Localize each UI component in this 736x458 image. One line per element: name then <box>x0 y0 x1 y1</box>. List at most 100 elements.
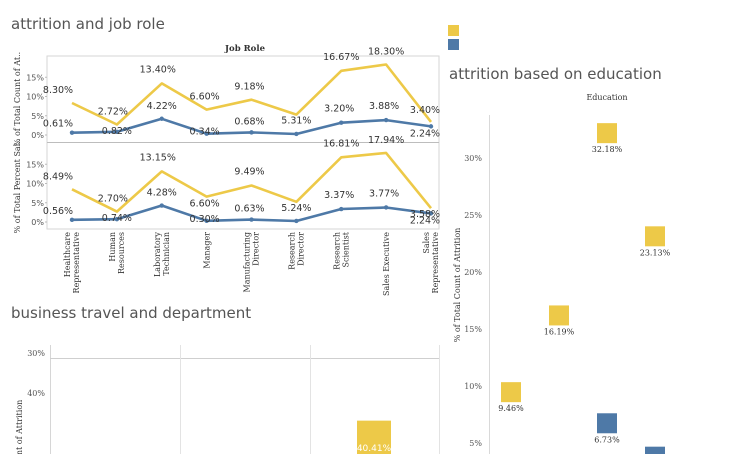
job-role-panel-1-y-title: % of Total Count of At.. <box>13 52 22 146</box>
job-role-data-label: 4.22% <box>147 101 177 112</box>
education-sheet-title: attrition based on education <box>449 65 662 83</box>
travel-bar[interactable] <box>357 420 391 458</box>
job-role-y-tick: 15% <box>26 160 44 169</box>
job-role-data-label: 13.15% <box>140 152 176 163</box>
job-role-sheet-title: attrition and job role <box>11 15 165 33</box>
job-role-point[interactable] <box>69 130 75 135</box>
job-role-point[interactable] <box>339 206 344 212</box>
job-role-point[interactable] <box>428 124 434 129</box>
job-role-data-label: 3.58% <box>410 209 440 220</box>
job-role-data-label: 16.67% <box>323 52 359 63</box>
travel-department-sheet: business travel and department unt of At… <box>11 304 440 458</box>
job-role-point[interactable] <box>294 131 299 137</box>
job-role-data-label: 2.24% <box>410 128 440 139</box>
job-role-data-label: 6.60% <box>190 92 220 103</box>
job-role-data-label: 3.77% <box>369 188 399 199</box>
job-role-category-axis: HealthcareRepresentative HumanResources La… <box>63 231 440 296</box>
travel-bars: 40.41% <box>357 420 392 458</box>
job-role-data-label: 0.63% <box>234 204 264 215</box>
job-role-data-label: 9.49% <box>234 166 264 177</box>
education-data-label: 9.46% <box>498 404 524 413</box>
job-role-sheet: attrition and job role Job Role % of Tot… <box>11 15 440 296</box>
job-role-point[interactable] <box>249 130 254 135</box>
job-role-panels: % of Total Count of At.. 0% 5% 10% 15% 8.30% 2… <box>13 47 440 234</box>
job-role-data-label: 0.68% <box>234 116 264 127</box>
education-y-axis-title: % of Total Count of Attrition <box>453 228 462 343</box>
job-role-point[interactable] <box>204 218 209 224</box>
education-sheet: attrition based on education Education %… <box>449 65 671 458</box>
job-role-point[interactable] <box>159 203 164 208</box>
job-role-point[interactable] <box>294 218 299 224</box>
job-role-data-label: 5.31% <box>281 116 311 127</box>
job-role-data-label: 18.30% <box>368 47 404 58</box>
job-role-data-label: 9.18% <box>234 82 264 93</box>
job-role-data-label: 16.81% <box>323 138 359 149</box>
job-role-series-line[interactable] <box>71 151 433 213</box>
job-role-y-tick: 0% <box>31 131 44 140</box>
education-y-tick: 15% <box>464 325 482 334</box>
job-role-data-label: 0.74% <box>102 213 132 224</box>
job-role-data-label: 2.24% <box>410 215 440 226</box>
job-role-data-label: 3.37% <box>324 190 354 201</box>
education-data-label: 32.18% <box>592 145 623 154</box>
job-role-data-label: 3.40% <box>410 105 440 116</box>
job-role-y-tick: 10% <box>26 93 44 102</box>
job-role-y-tick: 10% <box>26 180 44 189</box>
color-legend <box>448 25 459 50</box>
education-y-tick: 25% <box>464 211 482 220</box>
education-mark[interactable] <box>645 446 665 458</box>
job-role-data-label: 0.82% <box>102 126 132 137</box>
job-role-point[interactable] <box>428 211 434 216</box>
legend-swatch-yes[interactable] <box>448 25 459 36</box>
job-role-data-label: 4.28% <box>147 188 177 199</box>
job-role-category-label: Sales Executive <box>382 232 391 296</box>
travel-department-sheet-title: business travel and department <box>11 304 251 322</box>
travel-y-tick: 30% <box>27 349 45 358</box>
education-y-tick: 5% <box>469 439 482 448</box>
job-role-category-label: ResearchScientist <box>332 231 350 270</box>
job-role-point[interactable] <box>114 216 120 222</box>
education-y-tick: 30% <box>464 154 482 163</box>
job-role-category-label: HealthcareRepresentative <box>63 232 81 294</box>
education-y-ticks: 5% 10% 15% 20% 25% 30% <box>464 154 482 448</box>
job-role-y-tick: 0% <box>31 218 44 227</box>
job-role-data-label: 3.20% <box>324 104 354 115</box>
job-role-data-label: 0.56% <box>43 206 73 217</box>
job-role-point[interactable] <box>339 120 344 125</box>
job-role-point[interactable] <box>159 116 164 121</box>
job-role-data-label: 2.72% <box>98 107 128 118</box>
job-role-point[interactable] <box>383 205 389 210</box>
education-y-tick: 20% <box>464 268 482 277</box>
job-role-data-label: 6.60% <box>190 199 220 210</box>
job-role-data-label: 8.49% <box>43 171 73 182</box>
job-role-category-label: ResearchDirector <box>287 232 305 270</box>
legend-swatch-no[interactable] <box>448 39 459 50</box>
travel-bar-label: 40.41% <box>357 444 392 454</box>
job-role-category-label: ManufacturingDirector <box>243 232 261 293</box>
job-role-point[interactable] <box>249 217 254 222</box>
job-role-category-label: SalesRepresentative <box>422 232 440 294</box>
education-data-label: 6.73% <box>594 435 620 444</box>
job-role-point[interactable] <box>204 131 209 136</box>
education-data-label: 16.19% <box>544 327 575 336</box>
education-mark[interactable] <box>645 226 665 247</box>
job-role-category-label: HumanResources <box>108 232 126 274</box>
job-role-category-label: Manager <box>203 232 212 269</box>
job-role-point[interactable] <box>69 217 75 223</box>
education-mark[interactable] <box>549 305 569 326</box>
travel-y-axis-title: unt of Attrition <box>15 400 24 454</box>
education-mark[interactable] <box>501 382 521 403</box>
job-role-data-label: 13.40% <box>140 64 176 75</box>
education-mark[interactable] <box>597 123 617 144</box>
job-role-y-tick: 15% <box>26 73 44 82</box>
job-role-point[interactable] <box>383 117 389 123</box>
job-role-data-label: 0.34% <box>190 127 220 138</box>
job-role-panel-2: % of Total Percent Sal.. 0% 5% 10% 15% 8.49% 2… <box>13 135 440 233</box>
job-role-point[interactable] <box>114 129 120 135</box>
job-role-y-tick: 5% <box>31 112 44 121</box>
job-role-panel-2-y-title: % of Total Percent Sal.. <box>13 139 22 234</box>
job-role-series-line[interactable] <box>71 63 433 126</box>
job-role-data-label: 0.61% <box>43 119 73 130</box>
education-mark[interactable] <box>597 413 617 434</box>
